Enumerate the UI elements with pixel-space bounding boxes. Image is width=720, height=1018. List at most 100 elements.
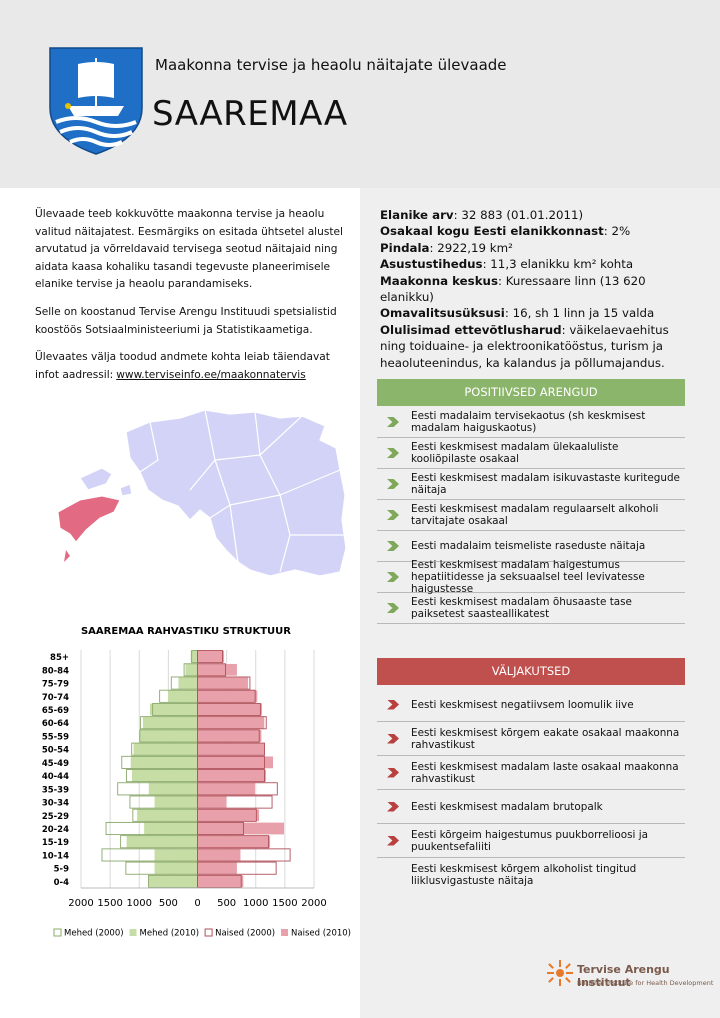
bar bbox=[197, 835, 271, 849]
bar bbox=[197, 848, 241, 862]
bar bbox=[197, 742, 265, 756]
bar bbox=[133, 742, 198, 756]
bar bbox=[197, 676, 251, 690]
y-tick-label: 85+ bbox=[50, 653, 69, 663]
intro: Ülevaade teeb kokkuvõtte maakonna tervis… bbox=[35, 206, 347, 394]
bar bbox=[197, 848, 291, 862]
bar bbox=[154, 795, 198, 809]
y-tick-label: 40-44 bbox=[42, 772, 69, 782]
list-item: Eesti keskmisest madalam haigestumus hep… bbox=[377, 559, 685, 595]
bar bbox=[197, 835, 270, 849]
y-tick-label: 5-9 bbox=[54, 865, 69, 875]
y-tick-label: 65-69 bbox=[42, 706, 69, 716]
fact-value: : 2% bbox=[603, 224, 631, 239]
subtitle: Maakonna tervise ja heaolu näitajate üle… bbox=[155, 56, 507, 74]
challenge-list: Eesti keskmisest negatiivsem loomulik ii… bbox=[377, 688, 685, 892]
x-tick-label: 1500 bbox=[272, 898, 297, 909]
list-item: Eesti keskmisest kõrgem alkoholist tingi… bbox=[411, 863, 637, 887]
list-item: Eesti madalaim tervisekaotus (sh keskmis… bbox=[377, 407, 685, 438]
bar bbox=[197, 795, 227, 809]
bar bbox=[197, 663, 226, 677]
map bbox=[57, 409, 347, 577]
fact: Asustustihedus: 11,3 elanikku km² kohta bbox=[380, 256, 680, 272]
y-tick-label: 15-19 bbox=[42, 838, 69, 848]
bar bbox=[197, 822, 285, 835]
legend-swatch bbox=[281, 929, 289, 936]
legend-label: Naised (2000) bbox=[215, 929, 275, 939]
bar bbox=[142, 716, 198, 730]
bar bbox=[197, 729, 260, 743]
fact-label: Asustustihedus bbox=[380, 257, 483, 272]
paragraph-text: Ülevaates välja toodud andmete kohta lei… bbox=[35, 351, 330, 381]
fact: Elanike arv: 32 883 (01.01.2011) bbox=[380, 207, 680, 223]
list-item: Eesti madalaim teismeliste raseduste näi… bbox=[377, 531, 685, 562]
bar bbox=[197, 769, 265, 783]
logo-tagline: National Institute for Health Developmen… bbox=[577, 979, 714, 987]
bar bbox=[197, 689, 256, 703]
bar bbox=[197, 716, 267, 730]
fact-value: : 32 883 (01.01.2011) bbox=[453, 208, 584, 222]
x-tick-label: 500 bbox=[159, 898, 178, 909]
bar bbox=[138, 729, 198, 743]
y-tick-label: 25-29 bbox=[42, 812, 69, 822]
y-tick-label: 55-59 bbox=[42, 732, 69, 742]
x-tick-label: 2000 bbox=[68, 898, 93, 909]
bar bbox=[197, 676, 249, 690]
paragraph: Ülevaade teeb kokkuvõtte maakonna tervis… bbox=[35, 208, 343, 291]
bar bbox=[197, 702, 261, 717]
bar bbox=[143, 822, 198, 835]
bar bbox=[197, 716, 265, 730]
legend-swatch bbox=[53, 928, 62, 937]
legend-label: Mehed (2000) bbox=[64, 929, 124, 939]
y-tick-label: 10-14 bbox=[42, 851, 69, 861]
facts: Elanike arv: 32 883 (01.01.2011) Osakaal … bbox=[380, 207, 680, 371]
fact-value: : 11,3 elanikku km² kohta bbox=[482, 257, 634, 272]
fact: Olulisimad ettevõtlusharud: väikelaevaeh… bbox=[380, 322, 680, 371]
legend-label: Mehed (2010) bbox=[140, 929, 200, 939]
section-heading: VÄLJAKUTSED bbox=[377, 658, 685, 685]
bar bbox=[178, 676, 198, 690]
list-item: Eesti keskmisest madalam õhusaaste tase … bbox=[377, 593, 685, 624]
list-item: Eesti keskmisest madalam isikuvastaste k… bbox=[377, 469, 685, 500]
bar bbox=[197, 742, 266, 756]
bar bbox=[154, 861, 198, 875]
x-tick-label: 1500 bbox=[97, 898, 122, 909]
bar bbox=[185, 663, 198, 677]
fact-value: : 16, sh 1 linn ja 15 valda bbox=[504, 306, 655, 321]
y-tick-label: 20-24 bbox=[42, 825, 69, 835]
bar bbox=[197, 795, 273, 809]
fact-label: Elanike arv bbox=[380, 208, 454, 222]
legend-swatch bbox=[204, 928, 213, 937]
bar bbox=[197, 821, 244, 836]
link[interactable]: www.terviseinfo.ee/maakonnatervis bbox=[116, 368, 306, 381]
bar bbox=[197, 808, 260, 822]
y-tick-label: 45-49 bbox=[42, 759, 69, 769]
list-item: Eesti keskmisest kõrgem eakate osakaal m… bbox=[377, 722, 685, 756]
paragraph: Selle on koostanud Tervise Arengu Instit… bbox=[35, 305, 337, 336]
bar bbox=[197, 703, 263, 716]
list-item: Eesti keskmisest madalam laste osakaal m… bbox=[377, 756, 685, 790]
logo-name: Tervise Arengu Instituut bbox=[577, 963, 670, 989]
list-item: Eesti keskmisest madalam ülekaaluliste k… bbox=[377, 438, 685, 469]
legend-swatch bbox=[129, 929, 137, 936]
y-tick-label: 80-84 bbox=[42, 666, 69, 676]
bar bbox=[197, 689, 258, 703]
y-tick-label: 75-79 bbox=[42, 680, 69, 690]
bar bbox=[197, 808, 257, 822]
bar bbox=[197, 861, 238, 875]
bar bbox=[197, 874, 242, 888]
x-tick-label: 1000 bbox=[243, 898, 268, 909]
pyramid-chart: SAAREMAA RAHVASTIKU STRUKTUUR 2000 1500 10… bbox=[42, 626, 351, 939]
title: SAAREMAA bbox=[152, 94, 348, 134]
list-item: Eesti keskmisest negatiivsem loomulik ii… bbox=[377, 688, 685, 722]
bar bbox=[197, 650, 225, 663]
bar bbox=[197, 782, 278, 796]
fact-value: : 2922,19 km² bbox=[429, 240, 513, 255]
bar bbox=[167, 689, 198, 703]
y-tick-label: 60-64 bbox=[42, 719, 69, 729]
fact: Pindala: 2922,19 km² bbox=[380, 240, 680, 256]
bar bbox=[197, 769, 267, 782]
bar bbox=[197, 663, 238, 677]
y-tick-label: 70-74 bbox=[42, 693, 69, 703]
